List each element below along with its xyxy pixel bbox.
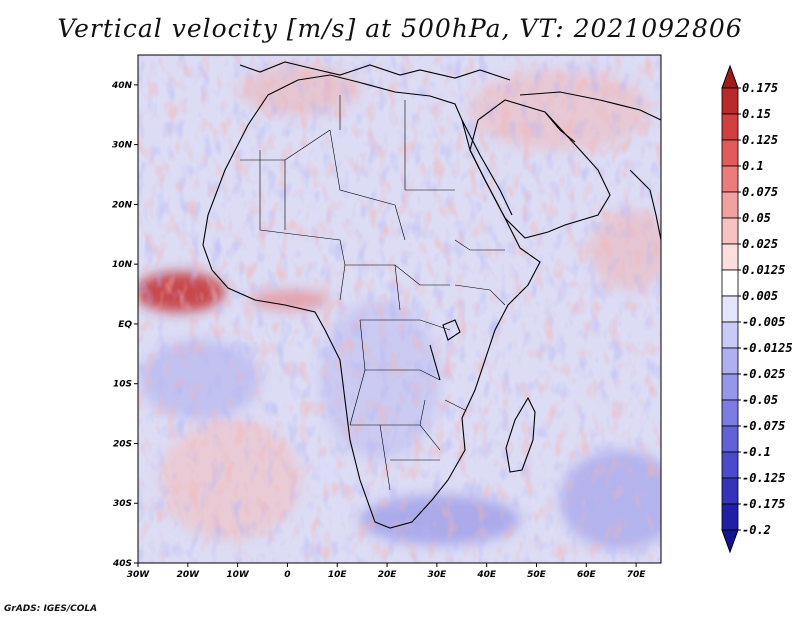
colorbar-swatch <box>721 347 739 375</box>
lon-tick-label: 30E <box>428 570 448 580</box>
colorbar-swatch <box>721 321 739 349</box>
country-borders <box>240 95 506 491</box>
colorbar-label: 0.125 <box>742 133 778 147</box>
lat-tick-label: 40S <box>112 559 132 569</box>
colorbar-label: 0.075 <box>742 185 778 199</box>
colorbar-label: -0.125 <box>742 471 785 485</box>
europe-coastline <box>239 61 511 81</box>
colorbar-label: -0.005 <box>742 315 785 329</box>
colorbar-swatch <box>721 451 739 479</box>
colorbar-label: -0.2 <box>742 523 771 537</box>
colorbar-label: 0.1 <box>742 159 764 173</box>
borders-north <box>240 95 455 266</box>
lon-axis: 30W 20W 10W 0 10E 20E 30E 40E 50E 60E 70E <box>127 563 647 580</box>
lon-tick-label: 10E <box>328 570 348 580</box>
grads-credit: GrADS: IGES/COLA <box>4 604 98 614</box>
colorbar-label: -0.0125 <box>742 341 793 355</box>
iran-coastline <box>519 91 661 121</box>
colorbar-label: 0.175 <box>742 81 778 95</box>
colorbar-swatch <box>721 243 739 271</box>
colorbar-swatch <box>721 191 739 219</box>
borders-south <box>349 369 466 491</box>
colorbar-swatch <box>721 373 739 401</box>
red-sea-coastline <box>461 119 513 216</box>
lon-tick-label: 0 <box>284 570 290 580</box>
colorbar-label: 0.005 <box>742 289 778 303</box>
colorbar-swatch <box>721 113 739 141</box>
colorbar-bottom-arrow <box>721 529 739 554</box>
colorbar-swatch <box>721 477 739 505</box>
arabia-coastline <box>469 99 611 239</box>
velocity-field <box>138 55 661 563</box>
lake-victoria-coastline <box>442 319 461 341</box>
colorbar-swatch <box>721 295 739 323</box>
colorbar-swatch <box>721 269 739 297</box>
africa-coastline <box>202 74 541 529</box>
colorbar-top-arrow <box>721 64 739 89</box>
colorbar-swatch <box>721 139 739 167</box>
borders-central <box>339 239 506 381</box>
colorbar-swatch <box>721 399 739 427</box>
lat-tick-label: 10S <box>113 380 132 390</box>
persian-gulf-coastline <box>544 111 576 143</box>
colorbar-swatch <box>721 87 739 115</box>
lat-axis: 40N 30N 20N 10N EQ 10S 20S 30S 40S <box>111 81 138 569</box>
colorbar-swatch <box>721 165 739 193</box>
india-coastline <box>629 169 661 241</box>
colorbar-label: -0.05 <box>742 393 778 407</box>
colorbar-label: 0.025 <box>742 237 778 251</box>
lon-tick-label: 30W <box>127 570 151 580</box>
colorbar: 0.175 0.15 0.125 0.1 0.075 0.05 0.025 0.0125 0.0… <box>721 64 793 554</box>
lon-tick-label: 20W <box>177 570 201 580</box>
colorbar-label: -0.025 <box>742 367 785 381</box>
colorbar-swatch <box>721 503 739 531</box>
lat-tick-label: 20S <box>113 439 132 449</box>
lake-tanganyika-coastline <box>429 344 441 381</box>
lon-tick-label: 20E <box>378 570 398 580</box>
colorbar-label: 0.0125 <box>742 263 785 277</box>
lon-tick-label: 50E <box>527 570 547 580</box>
lon-tick-label: 60E <box>577 570 597 580</box>
lat-tick-label: 10N <box>112 260 133 270</box>
lat-tick-label: 20N <box>112 200 133 210</box>
lon-tick-label: 10W <box>226 570 250 580</box>
colorbar-label: 0.05 <box>742 211 771 225</box>
madagascar-coastline <box>505 396 536 473</box>
lat-tick-label: EQ <box>118 320 132 330</box>
lon-tick-label: 70E <box>627 570 647 580</box>
colorbar-label: -0.075 <box>742 419 785 433</box>
map-title: Vertical velocity [m/s] at 500hPa, VT: 2… <box>57 14 743 43</box>
colorbar-label: -0.175 <box>742 497 785 511</box>
lat-tick-label: 30S <box>113 499 132 509</box>
colorbar-swatch <box>721 425 739 453</box>
lat-tick-label: 40N <box>111 81 133 91</box>
colorbar-label: 0.15 <box>742 107 771 121</box>
lat-tick-label: 30N <box>112 141 133 151</box>
colorbar-swatch <box>721 217 739 245</box>
coastlines <box>202 61 661 529</box>
plot-frame <box>137 54 662 564</box>
colorbar-label: -0.1 <box>742 445 771 459</box>
lon-tick-label: 40E <box>476 570 497 580</box>
